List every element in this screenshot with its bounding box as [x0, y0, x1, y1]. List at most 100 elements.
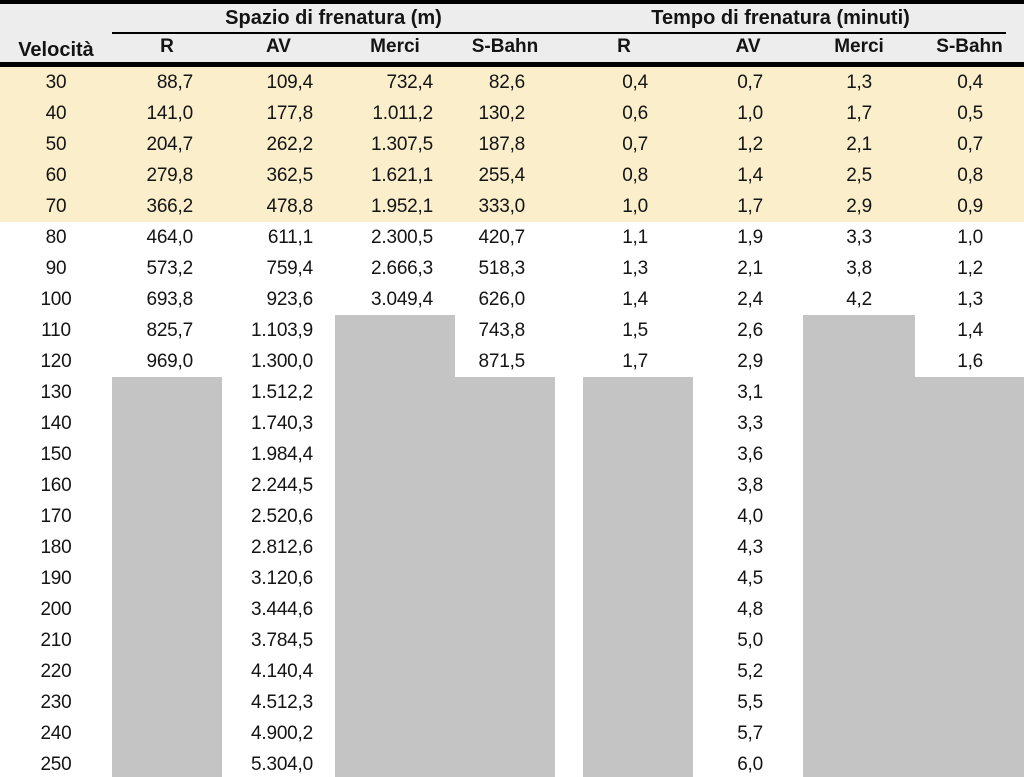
- value-cell: 88,7: [112, 64, 222, 98]
- missing-data-block: [112, 470, 222, 501]
- value-cell: 759,4: [266, 257, 313, 279]
- value-cell: 420,7: [478, 226, 526, 248]
- value-cell: 362,5: [222, 160, 335, 191]
- value-cell: 825,7: [146, 319, 193, 341]
- value-cell: 3,3: [846, 226, 873, 248]
- group-header-spazio-label: Spazio di frenatura (m): [112, 4, 556, 34]
- missing-data-block: [803, 594, 916, 625]
- value-cell: 4.900,2: [251, 722, 313, 744]
- missing-data-block: [112, 377, 222, 408]
- velocity-cell: 130: [40, 381, 72, 403]
- missing-data-block: [335, 656, 455, 687]
- missing-data-block: [803, 625, 916, 656]
- value-cell: 1.512,2: [251, 381, 313, 403]
- missing-data-block: [455, 687, 556, 718]
- value-cell: 2,1: [737, 257, 764, 279]
- velocity-cell: 110: [41, 319, 71, 341]
- velocity-cell: 160: [40, 474, 72, 496]
- value-cell: 871,5: [478, 350, 526, 372]
- velocity-cell: 180: [40, 536, 72, 558]
- value-cell: 573,2: [146, 257, 193, 279]
- missing-data-block: [112, 563, 222, 594]
- value-cell: 1,7: [803, 98, 916, 129]
- value-cell: 187,8: [455, 129, 556, 160]
- value-cell: 2,6: [737, 319, 764, 341]
- value-cell: 0,9: [915, 191, 1024, 222]
- value-cell: 262,2: [222, 129, 335, 160]
- table-row: 220 4.140,4 5,2: [0, 656, 1024, 687]
- table-row: 180 2.812,6 4,3: [0, 532, 1024, 563]
- value-cell: 0,8: [555, 160, 694, 191]
- group-header-tempo-label: Tempo di frenatura (minuti): [555, 4, 1007, 34]
- missing-data-block: [915, 439, 1024, 470]
- value-cell: 2.666,3: [371, 257, 433, 279]
- missing-data-block: [555, 501, 694, 532]
- value-cell: 0,8: [915, 160, 1024, 191]
- value-cell: 1.984,4: [251, 443, 313, 465]
- table-row: 80 464,0 611,1 2.300,5 420,7 1,1 1,9 3,3 1,0: [0, 222, 1024, 253]
- table-row: 150 1.984,4 3,6: [0, 439, 1024, 470]
- table-row: 160 2.244,5 3,8: [0, 470, 1024, 501]
- value-cell: 1.621,1: [335, 160, 455, 191]
- missing-data-block: [803, 718, 916, 749]
- value-cell: 204,7: [112, 129, 222, 160]
- value-cell: 2,1: [803, 129, 916, 160]
- value-cell: 478,8: [222, 191, 335, 222]
- missing-data-block: [555, 439, 694, 470]
- table-row: 230 4.512,3 5,5: [0, 687, 1024, 718]
- table-row: 120 969,0 1.300,0 871,5 1,7 2,9 1,6: [0, 346, 1024, 377]
- value-cell: 732,4: [335, 64, 455, 98]
- value-cell: 1.300,0: [251, 350, 313, 372]
- missing-data-block: [915, 656, 1024, 687]
- value-cell: 3,6: [737, 443, 764, 465]
- missing-data-block: [555, 470, 694, 501]
- sub-header-tempo-av: AV: [693, 34, 804, 67]
- value-cell: 1,1: [622, 226, 649, 248]
- velocity-cell: 140: [40, 412, 72, 434]
- table-row: 250 5.304,0 6,0: [0, 749, 1024, 777]
- missing-data-block: [455, 408, 556, 439]
- missing-data-block: [335, 439, 455, 470]
- missing-data-block: [455, 718, 556, 749]
- table-row: 30 88,7 109,4 732,4 82,6 0,4 0,7 1,3 0,4: [0, 64, 1024, 98]
- value-cell: 4.140,4: [251, 660, 313, 682]
- missing-data-block: [555, 625, 694, 656]
- value-cell: 2.300,5: [371, 226, 433, 248]
- missing-data-block: [915, 563, 1024, 594]
- velocity-cell: 220: [40, 660, 72, 682]
- velocity-cell: 250: [40, 753, 72, 775]
- missing-data-block: [112, 718, 222, 749]
- value-cell: 0,4: [915, 64, 1024, 98]
- velocity-cell: 170: [40, 505, 72, 527]
- missing-data-block: [455, 594, 556, 625]
- value-cell: 1,2: [957, 257, 984, 279]
- braking-table: Velocità Spazio di frenatura (m) Tempo d…: [0, 4, 1024, 777]
- value-cell: 1,6: [957, 350, 984, 372]
- table-row: 140 1.740,3 3,3: [0, 408, 1024, 439]
- table-row: 200 3.444,6 4,8: [0, 594, 1024, 625]
- group-header-spazio: Spazio di frenatura (m): [112, 4, 556, 34]
- table-row: 110 825,7 1.103,9 743,8 1,5 2,6 1,4: [0, 315, 1024, 346]
- missing-data-block: [803, 315, 916, 346]
- missing-data-block: [915, 594, 1024, 625]
- table-body: 30 88,7 109,4 732,4 82,6 0,4 0,7 1,3 0,4 40 141,0 1…: [0, 64, 1024, 777]
- missing-data-block: [112, 656, 222, 687]
- table-row: 130 1.512,2 3,1: [0, 377, 1024, 408]
- missing-data-block: [915, 408, 1024, 439]
- value-cell: 0,7: [915, 129, 1024, 160]
- value-cell: 6,0: [737, 753, 764, 775]
- value-cell: 1,2: [693, 129, 804, 160]
- missing-data-block: [803, 408, 916, 439]
- missing-data-block: [803, 749, 916, 777]
- value-cell: 4,5: [737, 567, 764, 589]
- value-cell: 743,8: [478, 319, 526, 341]
- missing-data-block: [455, 563, 556, 594]
- sub-header-tempo-merci: Merci: [803, 34, 916, 67]
- value-cell: 1,9: [737, 226, 764, 248]
- missing-data-block: [455, 656, 556, 687]
- missing-data-block: [335, 470, 455, 501]
- missing-data-block: [803, 687, 916, 718]
- missing-data-block: [555, 377, 694, 408]
- value-cell: 2,5: [803, 160, 916, 191]
- value-cell: 1.103,9: [251, 319, 313, 341]
